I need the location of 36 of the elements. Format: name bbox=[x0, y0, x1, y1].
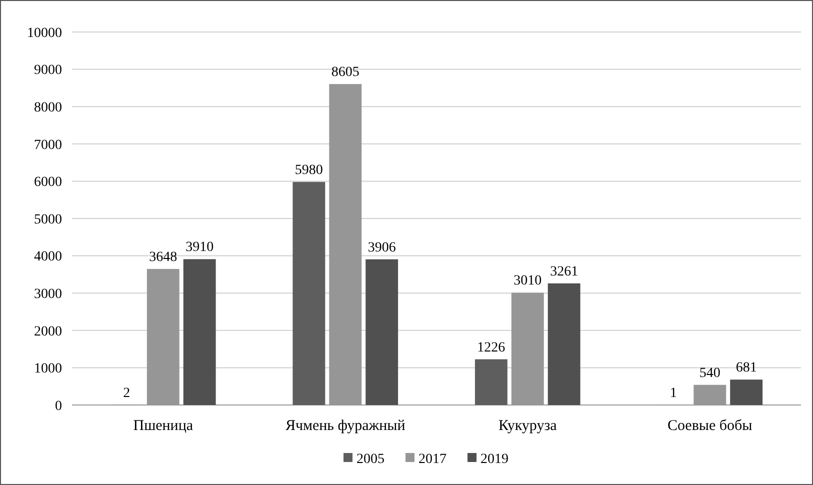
y-tick-label: 8000 bbox=[34, 100, 62, 116]
y-tick-label: 10000 bbox=[27, 26, 62, 41]
y-tick-label: 3000 bbox=[34, 287, 62, 302]
bar bbox=[548, 283, 580, 405]
legend-label: 2019 bbox=[480, 452, 508, 467]
x-tick-label: Соевые бобы bbox=[667, 418, 752, 434]
x-tick-label: Ячмень фуражный bbox=[285, 418, 406, 434]
data-label: 3648 bbox=[149, 250, 178, 265]
y-tick-label: 9000 bbox=[34, 63, 62, 78]
data-label: 1 bbox=[670, 386, 677, 401]
legend-label: 2005 bbox=[356, 452, 384, 467]
data-label: 3261 bbox=[550, 264, 578, 280]
data-label: 3910 bbox=[186, 240, 214, 256]
x-tick-label: Кукуруза bbox=[498, 418, 558, 434]
data-label: 3906 bbox=[368, 240, 396, 256]
data-label: 8605 bbox=[331, 65, 360, 80]
y-tick-label: 2000 bbox=[34, 324, 62, 340]
data-label: 540 bbox=[699, 366, 720, 381]
y-tick-label: 6000 bbox=[34, 175, 62, 190]
bar bbox=[730, 380, 763, 405]
data-label: 3010 bbox=[514, 274, 542, 289]
data-label: 1226 bbox=[477, 340, 506, 356]
data-label: 5980 bbox=[294, 162, 323, 178]
y-tick-label: 0 bbox=[55, 398, 62, 414]
y-tick-label: 4000 bbox=[34, 250, 62, 265]
bar bbox=[366, 259, 398, 405]
bar bbox=[292, 182, 326, 405]
legend-label: 2017 bbox=[418, 452, 446, 467]
y-tick-label: 1000 bbox=[34, 362, 62, 377]
y-tick-label: 5000 bbox=[34, 212, 62, 228]
x-tick-label: Пшеница bbox=[133, 418, 194, 434]
data-label: 681 bbox=[736, 360, 757, 376]
bar bbox=[183, 259, 216, 405]
bar bbox=[474, 359, 508, 405]
y-tick-label: 7000 bbox=[34, 138, 62, 153]
data-label: 2 bbox=[123, 386, 130, 401]
